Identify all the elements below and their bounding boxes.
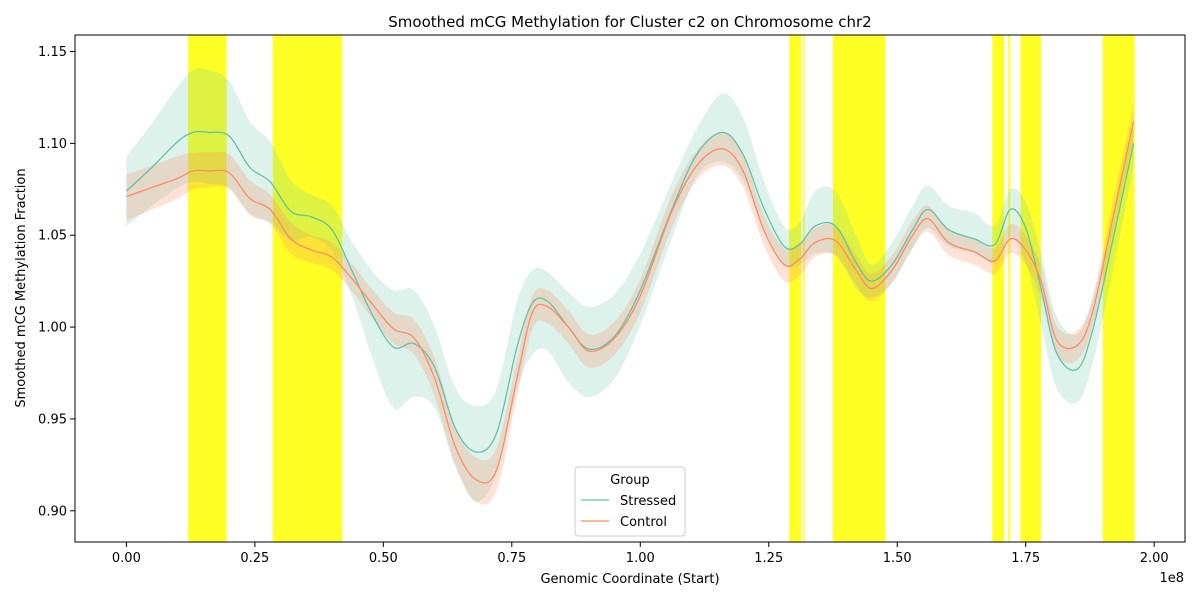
x-axis-label: Genomic Coordinate (Start) xyxy=(540,572,719,587)
y-tick-label: 1.15 xyxy=(38,45,67,60)
highlight-region xyxy=(272,35,343,542)
y-axis-label: Smoothed mCG Methylation Fraction xyxy=(14,168,29,407)
highlight-region xyxy=(188,35,227,542)
x-tick-label: 0.75 xyxy=(497,551,526,566)
x-tick-label: 1.25 xyxy=(754,551,783,566)
y-tick-label: 1.10 xyxy=(38,137,67,152)
x-tick-label: 1.00 xyxy=(626,551,655,566)
series-line-stressed xyxy=(125,130,1135,453)
y-tick-label: 1.00 xyxy=(38,321,67,336)
plot-area xyxy=(125,35,1135,542)
series-lines xyxy=(125,121,1135,484)
y-tick-label: 0.90 xyxy=(38,504,67,519)
series-line-control xyxy=(126,121,1135,484)
highlight-regions xyxy=(188,35,1135,542)
highlight-region xyxy=(992,35,1005,542)
axes-frame xyxy=(74,34,1186,543)
x-tick-label: 1.75 xyxy=(1011,551,1040,566)
highlight-region xyxy=(1102,35,1135,542)
x-tick-label: 0.25 xyxy=(240,551,269,566)
confidence-band-control xyxy=(126,102,1134,505)
highlight-region xyxy=(789,35,802,542)
x-tick-label: 2.00 xyxy=(1140,551,1169,566)
highlight-region xyxy=(803,35,805,542)
x-axis-ticks: 0.00 0.25 0.50 0.75 1.00 1.25 1.50 1.75 2.00 xyxy=(112,542,1169,566)
highlight-region xyxy=(832,35,886,542)
x-axis-offset-label: 1e8 xyxy=(1159,571,1184,586)
confidence-bands xyxy=(126,68,1134,505)
x-tick-label: 0.00 xyxy=(112,551,141,566)
legend: Group Stressed Control xyxy=(574,466,686,537)
legend-box xyxy=(574,466,686,537)
legend-label-stressed: Stressed xyxy=(620,494,676,509)
y-tick-label: 1.05 xyxy=(38,229,67,244)
x-tick-label: 1.50 xyxy=(883,551,912,566)
chart-title: Smoothed mCG Methylation for Cluster c2 … xyxy=(388,13,871,31)
legend-title: Group xyxy=(610,473,650,488)
y-axis-ticks: 0.90 0.95 1.00 1.05 1.10 1.15 xyxy=(38,45,75,519)
highlight-region xyxy=(1008,35,1011,542)
confidence-band-stressed xyxy=(126,68,1134,502)
legend-label-control: Control xyxy=(620,515,667,530)
highlight-region xyxy=(1020,35,1042,542)
y-tick-label: 0.95 xyxy=(38,412,67,427)
x-tick-label: 0.50 xyxy=(369,551,398,566)
